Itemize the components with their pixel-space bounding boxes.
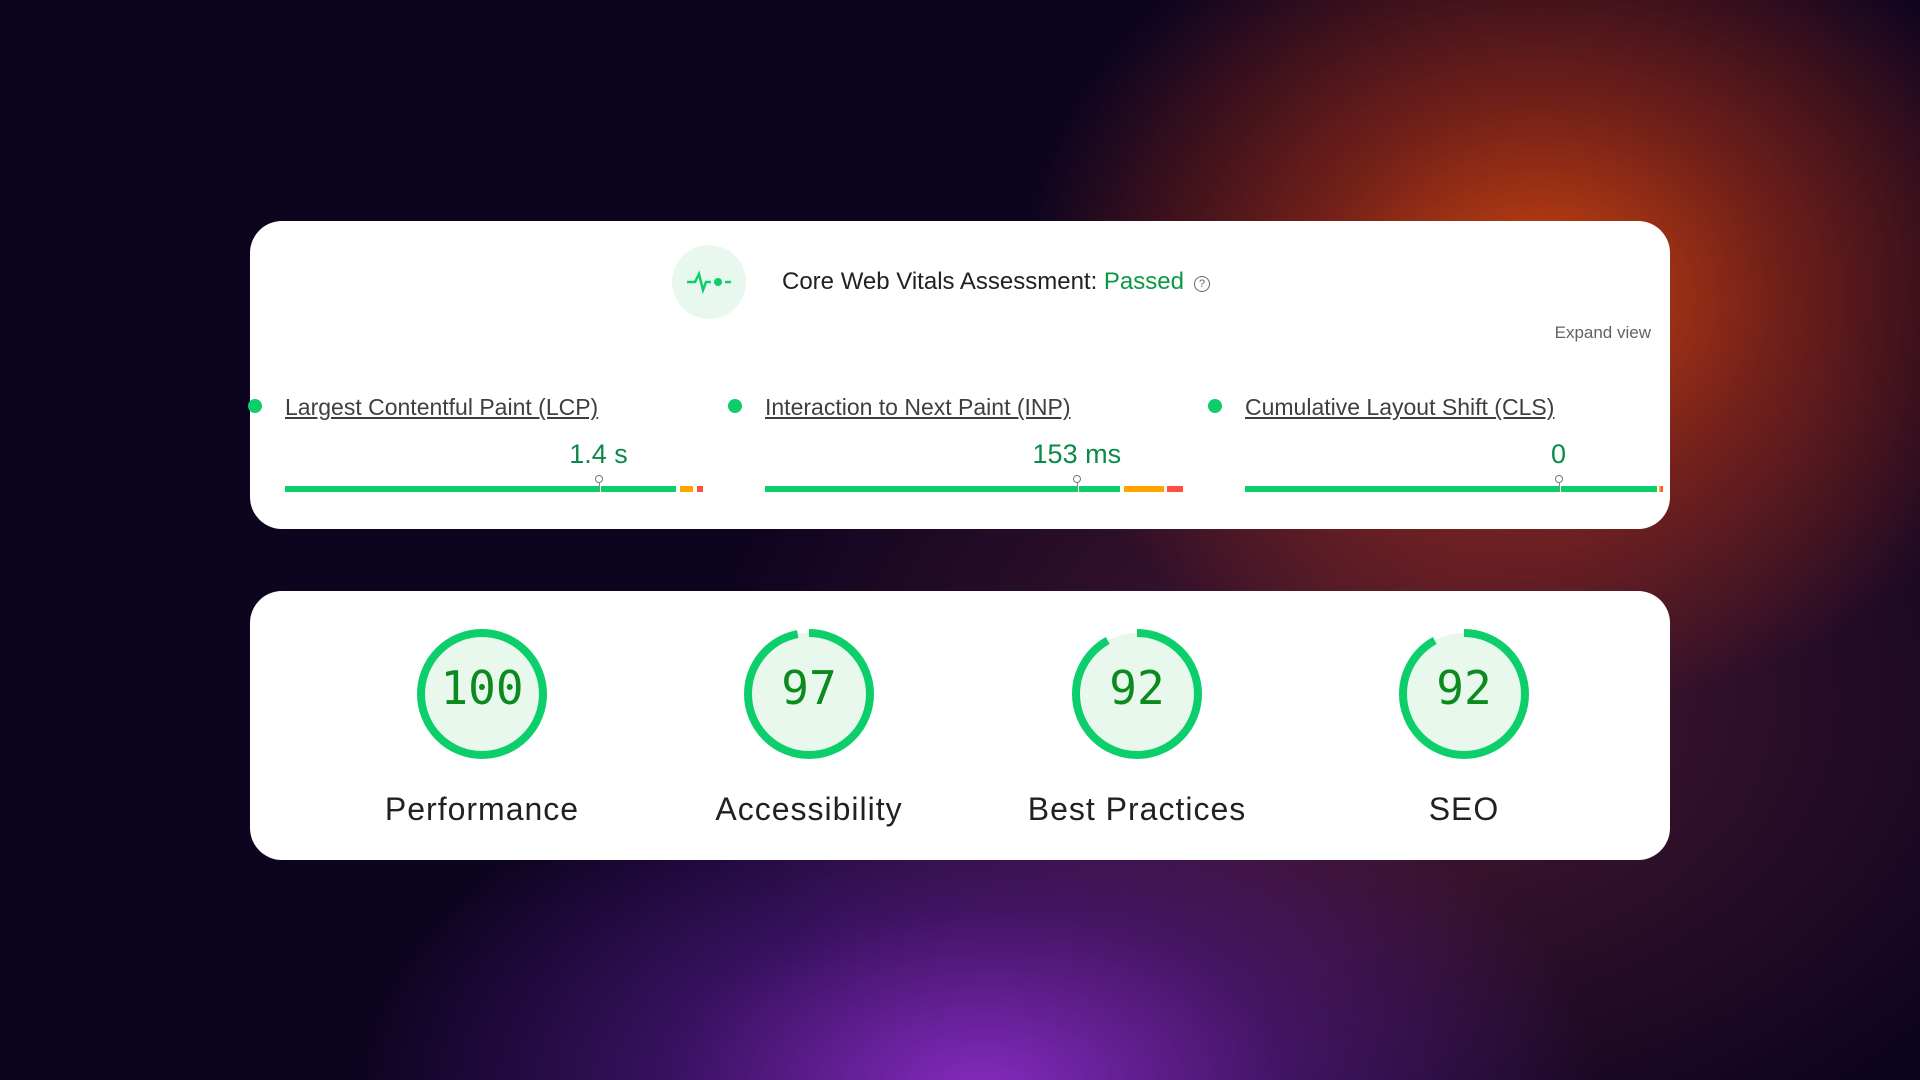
question-circle-icon[interactable]: ? [1193, 276, 1210, 292]
score-value: 100 [440, 661, 524, 715]
distribution-segment [1661, 486, 1663, 492]
marker-pin-icon [1072, 475, 1081, 492]
gauge-ring [417, 629, 547, 759]
metric-link[interactable]: Cumulative Layout Shift (CLS) [1208, 394, 1643, 421]
score-gauge-performance[interactable]: 100 Performance [332, 627, 632, 828]
distribution-bar [285, 475, 703, 492]
gauge-arc [1072, 629, 1202, 759]
metric-1: Interaction to Next Paint (INP) 153 ms [728, 394, 1183, 492]
distribution-segment [696, 486, 703, 492]
metric-label[interactable]: Cumulative Layout Shift (CLS) [1245, 394, 1555, 420]
gauge-ring [1072, 629, 1202, 759]
distribution-bar [1245, 475, 1663, 492]
marker-pin-icon [594, 475, 603, 492]
metric-link[interactable]: Interaction to Next Paint (INP) [728, 394, 1163, 421]
gauge-arc [1399, 629, 1529, 759]
status-dot-icon [728, 399, 742, 413]
score-gauge-seo[interactable]: 92 SEO [1314, 627, 1614, 828]
score-gauge-accessibility[interactable]: 97 Accessibility [659, 627, 959, 828]
distribution-segment [680, 486, 693, 492]
distribution-segment [765, 486, 1121, 492]
metric-value: 0 [1550, 439, 1567, 469]
metric-0: Largest Contentful Paint (LCP) 1.4 s [248, 394, 703, 492]
expand-view-link[interactable]: Expand view [1554, 323, 1651, 342]
pulse-icon [672, 245, 746, 319]
distribution-bar [765, 475, 1183, 492]
score-gauge-best-practices[interactable]: 92 Best Practices [987, 627, 1287, 828]
gauge-ring [1399, 629, 1529, 759]
metric-2: Cumulative Layout Shift (CLS) 0 [1208, 394, 1663, 492]
gauge-ring [744, 629, 874, 759]
metric-label[interactable]: Largest Contentful Paint (LCP) [285, 394, 599, 420]
score-label: Best Practices [1027, 791, 1247, 827]
assessment-label: Core Web Vitals Assessment: [782, 268, 1098, 295]
metric-value: 153 ms [1032, 439, 1122, 469]
metric-label[interactable]: Interaction to Next Paint (INP) [765, 394, 1071, 420]
score-label: SEO [1428, 791, 1500, 827]
score-value: 97 [781, 661, 837, 715]
scores-card: 100 Performance 97 Accessibility 92 Best… [250, 591, 1670, 860]
score-value: 92 [1436, 661, 1492, 715]
status-dot-icon [248, 399, 262, 413]
assessment-status: Passed [1103, 268, 1184, 295]
distribution-segment [1167, 486, 1183, 492]
score-label: Performance [384, 791, 580, 827]
score-label: Accessibility [715, 791, 903, 827]
distribution-segment [285, 486, 676, 492]
status-dot-icon [1208, 399, 1222, 413]
metric-value: 1.4 s [569, 439, 628, 469]
distribution-segment [1658, 486, 1661, 492]
core-web-vitals-card [250, 221, 1670, 529]
score-value: 92 [1109, 661, 1165, 715]
marker-pin-icon [1554, 475, 1563, 492]
gauge-arc [417, 629, 547, 759]
distribution-segment [1124, 486, 1165, 492]
gauge-arc [744, 629, 874, 759]
assessment-title: Core Web Vitals Assessment: Passed? [782, 268, 1210, 296]
distribution-segment [1245, 486, 1657, 492]
metric-link[interactable]: Largest Contentful Paint (LCP) [248, 394, 683, 421]
